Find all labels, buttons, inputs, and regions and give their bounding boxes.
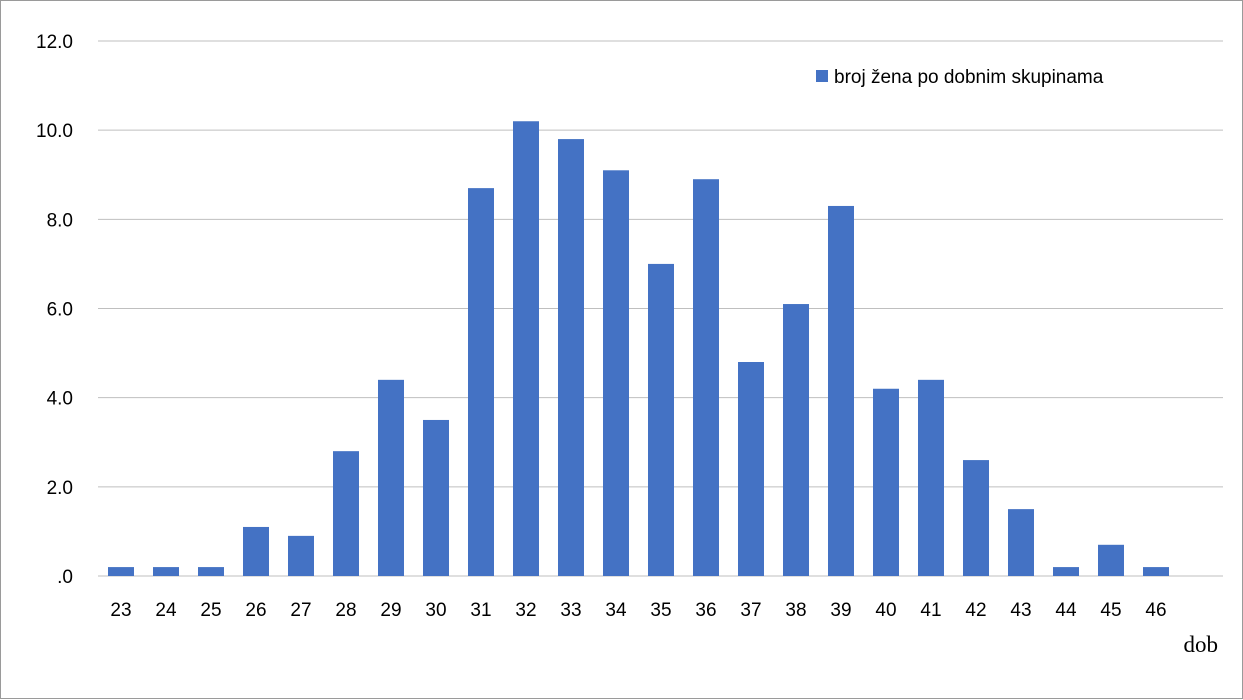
y-tick-label: 4.0 bbox=[47, 389, 73, 410]
bar bbox=[1008, 509, 1034, 576]
bar bbox=[693, 179, 719, 577]
x-tick-label: 28 bbox=[335, 600, 356, 621]
x-tick-label: 27 bbox=[290, 600, 311, 621]
x-axis-ticks: 23 24 25 26 27 28 29 30 31 32 33 34 35 36 37 38 39 40 41 42… bbox=[110, 600, 1166, 621]
x-tick-label: 24 bbox=[155, 600, 177, 621]
bar bbox=[558, 139, 584, 577]
x-axis-label: dob bbox=[1184, 632, 1219, 657]
x-tick-label: 37 bbox=[740, 600, 761, 621]
bar bbox=[513, 121, 539, 576]
x-tick-label: 44 bbox=[1055, 600, 1077, 621]
y-tick-label: 12.0 bbox=[36, 32, 73, 53]
y-tick-label: 10.0 bbox=[36, 121, 73, 142]
x-tick-label: 39 bbox=[830, 600, 851, 621]
x-tick-label: 23 bbox=[110, 600, 131, 621]
bar bbox=[333, 451, 359, 576]
x-tick-label: 41 bbox=[920, 600, 941, 621]
y-tick-label: .0 bbox=[57, 567, 73, 588]
bar bbox=[1098, 544, 1124, 576]
x-tick-label: 32 bbox=[515, 600, 536, 621]
y-axis-ticks: .0 2.0 4.0 6.0 8.0 10.0 12.0 bbox=[36, 32, 73, 588]
x-tick-label: 45 bbox=[1100, 600, 1121, 621]
x-tick-label: 38 bbox=[785, 600, 806, 621]
x-tick-label: 30 bbox=[425, 600, 446, 621]
bar bbox=[963, 460, 989, 576]
bar bbox=[873, 388, 899, 576]
x-tick-label: 40 bbox=[875, 600, 896, 621]
bars bbox=[108, 121, 1169, 577]
x-tick-label: 26 bbox=[245, 600, 266, 621]
bar bbox=[378, 379, 404, 576]
x-tick-label: 34 bbox=[605, 600, 627, 621]
bar bbox=[153, 567, 179, 576]
bar bbox=[918, 379, 944, 576]
x-tick-label: 25 bbox=[200, 600, 221, 621]
bar bbox=[243, 526, 269, 576]
x-tick-label: 29 bbox=[380, 600, 401, 621]
bar bbox=[423, 419, 449, 576]
x-tick-label: 33 bbox=[560, 600, 581, 621]
bar bbox=[468, 188, 494, 576]
bar bbox=[828, 205, 854, 577]
x-tick-label: 35 bbox=[650, 600, 671, 621]
bar bbox=[1143, 567, 1169, 576]
x-tick-label: 31 bbox=[470, 600, 491, 621]
legend-swatch bbox=[816, 70, 828, 82]
legend-label: broj žena po dobnim skupinama bbox=[834, 67, 1104, 88]
bar bbox=[1053, 567, 1079, 576]
bar bbox=[648, 263, 674, 576]
bar bbox=[738, 362, 764, 576]
bar bbox=[198, 567, 224, 576]
x-tick-label: 42 bbox=[965, 600, 986, 621]
legend: broj žena po dobnim skupinama bbox=[816, 67, 1104, 88]
bar bbox=[603, 170, 629, 576]
bar bbox=[288, 535, 314, 576]
y-tick-label: 6.0 bbox=[47, 300, 73, 321]
x-tick-label: 46 bbox=[1145, 600, 1166, 621]
bar bbox=[108, 567, 134, 576]
y-tick-label: 2.0 bbox=[47, 478, 73, 499]
x-tick-label: 43 bbox=[1010, 600, 1031, 621]
x-tick-label: 36 bbox=[695, 600, 716, 621]
bar bbox=[783, 304, 809, 576]
y-tick-label: 8.0 bbox=[47, 210, 73, 231]
